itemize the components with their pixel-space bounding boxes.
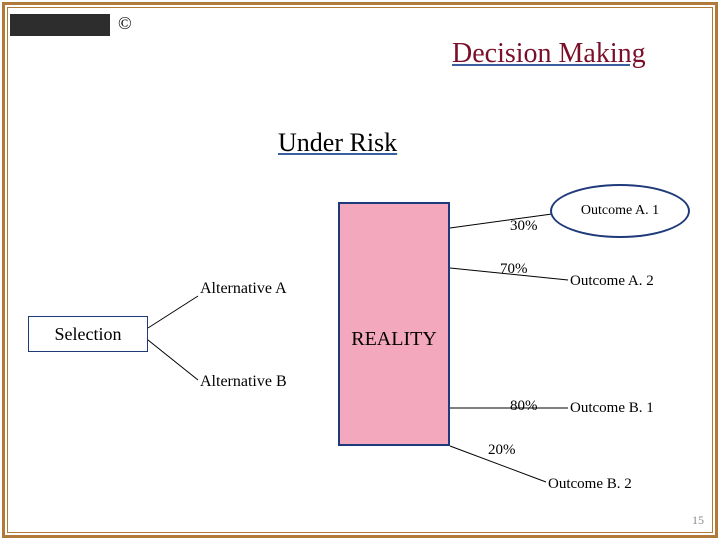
page-number: 15 — [692, 513, 704, 528]
prob-a1: 30% — [510, 218, 538, 235]
alternative-a-label: Alternative A — [200, 280, 287, 298]
outcome-b1-label: Outcome B. 1 — [570, 400, 654, 417]
reality-label: REALITY — [351, 328, 437, 351]
prob-a2: 70% — [500, 261, 528, 278]
main-title: Decision Making — [452, 38, 646, 70]
outcome-a2-label: Outcome A. 2 — [570, 273, 654, 290]
prob-b2: 20% — [488, 442, 516, 459]
reality-node: REALITY — [338, 202, 450, 446]
selection-node: Selection — [28, 316, 148, 352]
outcome-b2-label: Outcome B. 2 — [548, 476, 632, 493]
sub-title: Under Risk — [278, 128, 397, 158]
prob-b1: 80% — [510, 398, 538, 415]
corner-logo-box — [10, 14, 110, 36]
outcome-a1-node: Outcome A. 1 — [550, 184, 690, 238]
outcome-a1-label: Outcome A. 1 — [581, 203, 659, 219]
alternative-b-label: Alternative B — [200, 373, 287, 391]
copyright-symbol: © — [118, 13, 132, 34]
selection-label: Selection — [55, 324, 122, 345]
